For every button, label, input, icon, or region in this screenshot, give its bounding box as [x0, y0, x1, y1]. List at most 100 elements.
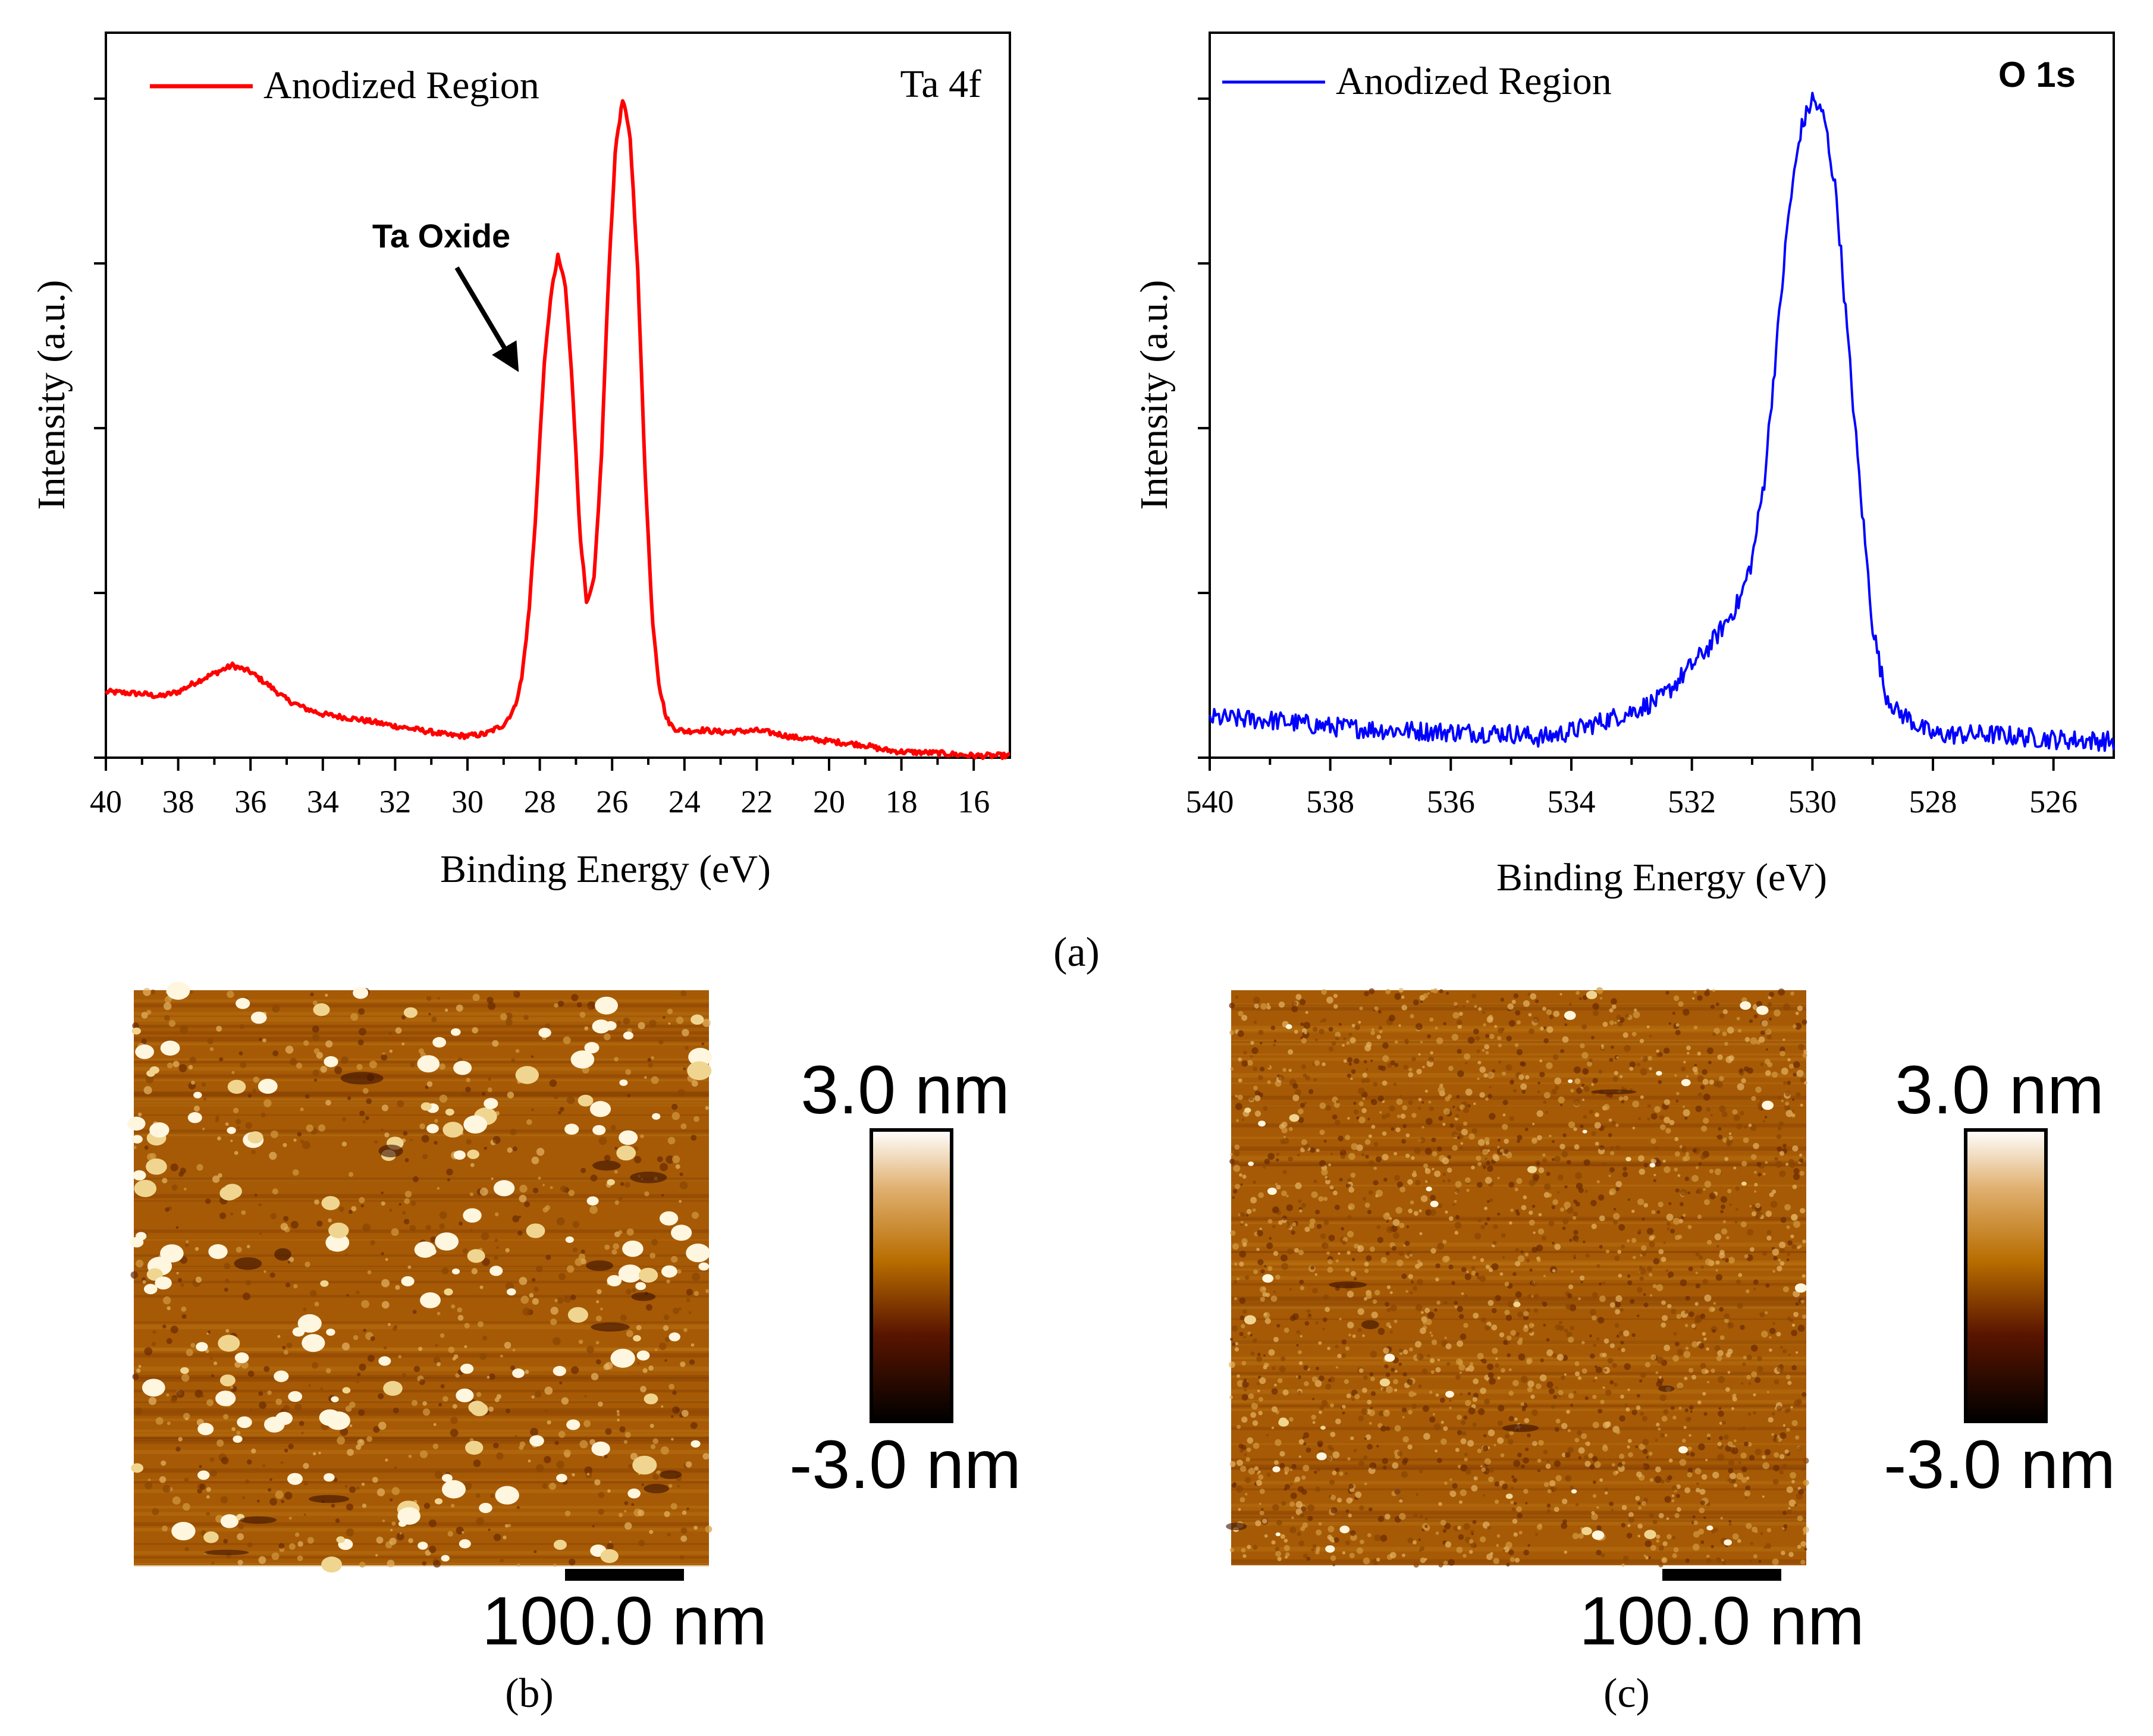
afm-c-grain: [1363, 1455, 1368, 1460]
afm-b-particle: [220, 1514, 239, 1528]
afm-c-grain: [1474, 1232, 1482, 1240]
afm-c-grain: [1785, 1374, 1791, 1380]
afm-c-grain: [1346, 1497, 1352, 1504]
afm-b-grain: [538, 1176, 541, 1180]
afm-c-grain: [1303, 1022, 1311, 1029]
afm-c-grain: [1546, 1338, 1550, 1342]
afm-c-scan-streak: [1231, 1161, 1806, 1167]
afm-c-grain: [1424, 1307, 1430, 1313]
afm-b-grain: [556, 1217, 565, 1226]
afm-c-grain: [1671, 1308, 1677, 1314]
afm-c-grain: [1476, 1156, 1482, 1161]
afm-c-grain: [1790, 1234, 1794, 1239]
afm-c-grain: [1327, 1525, 1335, 1533]
afm-b-grain: [407, 1265, 412, 1269]
afm-c-grain: [1350, 1172, 1356, 1178]
afm-c-grain: [1703, 1117, 1709, 1124]
afm-b-grain: [645, 1304, 652, 1311]
afm-c-grain: [1532, 1173, 1540, 1181]
afm-c-grain: [1434, 1170, 1441, 1178]
afm-b-grain: [644, 1076, 647, 1079]
afm-c-grain: [1510, 1330, 1517, 1336]
afm-b-grain: [418, 1346, 423, 1351]
afm-c-grain: [1627, 1274, 1631, 1278]
afm-c-grain: [1279, 1365, 1286, 1373]
afm-c-grain: [1232, 1342, 1236, 1346]
afm-c-grain: [1280, 1254, 1288, 1262]
afm-b-grain: [444, 1008, 448, 1012]
afm-c-grain: [1257, 1259, 1264, 1266]
afm-c-grain: [1460, 1438, 1467, 1445]
afm-b-grain: [672, 1390, 677, 1395]
afm-b-grain: [439, 1211, 447, 1219]
afm-c-grain: [1643, 1465, 1646, 1468]
afm-c-grain: [1615, 1123, 1619, 1127]
afm-c-grain: [1418, 1098, 1422, 1101]
afm-c-grain: [1328, 1163, 1332, 1167]
afm-c-grain: [1700, 1154, 1706, 1160]
afm-b-particle: [688, 1047, 713, 1066]
o-y-ticks: [1198, 97, 1210, 759]
afm-b-grain: [682, 1029, 689, 1037]
afm-b-grain: [554, 1003, 558, 1008]
afm-b-particle: [489, 1266, 503, 1276]
afm-c-grain: [1650, 1113, 1658, 1120]
afm-c-grain: [1479, 1066, 1486, 1073]
afm-c-grain: [1435, 1026, 1438, 1030]
afm-b-particle: [538, 1028, 551, 1038]
afm-b-grain: [598, 1401, 603, 1407]
afm-b-grain: [254, 1194, 258, 1197]
afm-c-grain: [1233, 1189, 1238, 1194]
afm-c-grain: [1710, 1114, 1713, 1117]
afm-c-grain: [1533, 1308, 1538, 1313]
afm-c-grain: [1583, 1159, 1590, 1166]
afm-b-grain: [514, 1434, 518, 1437]
panel-c-label: (c): [1603, 1671, 1650, 1716]
afm-c-grain: [1311, 1191, 1318, 1198]
afm-c-grain: [1618, 1273, 1622, 1278]
afm-b-grain: [512, 1215, 520, 1223]
afm-c-grain: [1753, 1411, 1757, 1415]
afm-c-grain: [1410, 1014, 1414, 1019]
afm-c-grain: [1304, 1381, 1309, 1386]
afm-c-grain: [1665, 1128, 1671, 1134]
afm-c-grain: [1276, 1158, 1279, 1162]
ta-x-tick-labels: 40 38 36 34 32 30 28 26 24 22 20 18 16: [90, 784, 990, 820]
afm-b-particle: [451, 1268, 460, 1274]
afm-c-grain: [1325, 1307, 1330, 1313]
afm-c-scan-streak: [1231, 1123, 1806, 1128]
afm-c-grain: [1243, 1336, 1246, 1339]
afm-c-grain: [1357, 1327, 1362, 1333]
o-series-group: [1209, 92, 2115, 752]
afm-c-grain: [1656, 1049, 1659, 1053]
afm-c-scan-streak: [1231, 1400, 1806, 1404]
afm-c-grain: [1318, 1522, 1322, 1526]
afm-c-grain: [1406, 1225, 1410, 1229]
afm-c-particle: [1762, 1100, 1774, 1110]
afm-b-grain: [571, 1366, 579, 1374]
afm-b-grain: [234, 1151, 238, 1155]
afm-c-grain: [1389, 1552, 1396, 1559]
afm-c-grain: [1556, 1354, 1564, 1361]
afm-c-grain: [1294, 1248, 1299, 1253]
afm-c-grain: [1253, 996, 1260, 1004]
afm-b-grain: [669, 1383, 675, 1390]
afm-c-grain: [1787, 1240, 1793, 1246]
afm-c-grain: [1276, 1520, 1282, 1525]
afm-c-grain: [1573, 1199, 1578, 1204]
afm-c-grain: [1575, 1182, 1583, 1189]
afm-b-grain: [230, 1139, 233, 1142]
afm-c-grain: [1493, 1154, 1500, 1161]
afm-b-grain: [180, 1025, 189, 1034]
afm-b-grain: [558, 1110, 561, 1115]
afm-c-grain: [1712, 1032, 1716, 1037]
afm-c-scan-streak: [1231, 1405, 1806, 1408]
afm-c-grain: [1375, 1156, 1382, 1163]
afm-b-grain: [457, 1307, 462, 1313]
afm-c-grain: [1656, 1534, 1661, 1539]
afm-c-grain: [1358, 1460, 1365, 1467]
afm-c-scan-streak: [1231, 1464, 1806, 1470]
afm-c-grain: [1339, 1317, 1342, 1320]
afm-c-grain: [1583, 1085, 1590, 1092]
afm-b-grain: [300, 1107, 304, 1112]
